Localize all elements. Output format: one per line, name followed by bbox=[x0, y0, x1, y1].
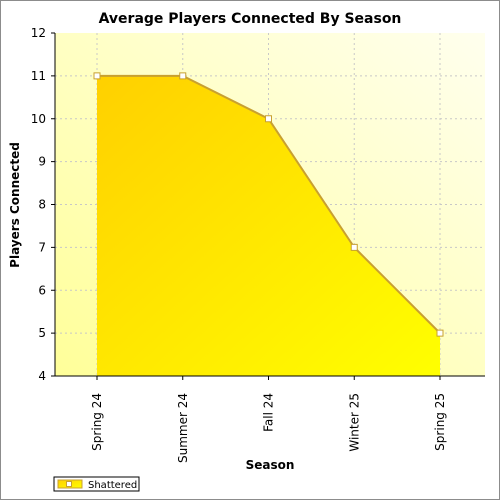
data-point-marker bbox=[93, 72, 101, 80]
x-tick-label: Fall 24 bbox=[262, 393, 276, 432]
y-tick-label: 8 bbox=[38, 198, 46, 212]
data-point-marker bbox=[265, 115, 272, 123]
y-tick-label: 7 bbox=[38, 240, 46, 254]
x-tick-label: Summer 24 bbox=[176, 393, 190, 463]
x-tick-label: Spring 25 bbox=[433, 393, 447, 451]
legend: Shattered bbox=[53, 476, 140, 492]
data-point-marker bbox=[350, 243, 358, 251]
y-tick-label: 10 bbox=[31, 112, 46, 126]
legend-marker bbox=[66, 481, 72, 487]
y-axis-title: Players Connected bbox=[8, 142, 22, 268]
y-tick-label: 9 bbox=[38, 155, 46, 169]
series-area-layer bbox=[93, 72, 444, 376]
legend-label: Shattered bbox=[88, 480, 137, 491]
y-tick-label: 4 bbox=[38, 369, 46, 383]
y-axis-ticks: 4 5 6 7 8 9 10 11 12 bbox=[31, 26, 55, 383]
y-tick-label: 6 bbox=[38, 283, 46, 297]
x-tick-label: Winter 25 bbox=[347, 393, 361, 452]
data-point-marker bbox=[436, 329, 444, 337]
series-area bbox=[97, 75, 440, 376]
y-tick-label: 12 bbox=[31, 26, 46, 40]
x-axis-title: Season bbox=[246, 458, 295, 472]
x-tick-label: Spring 24 bbox=[90, 393, 104, 451]
x-axis-ticks: Spring 24 Summer 24 Fall 24 Winter 25 Spring… bbox=[90, 376, 447, 463]
data-point-marker bbox=[179, 72, 187, 80]
chart-title: Average Players Connected By Season bbox=[99, 11, 402, 27]
y-tick-label: 11 bbox=[31, 69, 46, 83]
y-tick-label: 5 bbox=[38, 326, 46, 340]
